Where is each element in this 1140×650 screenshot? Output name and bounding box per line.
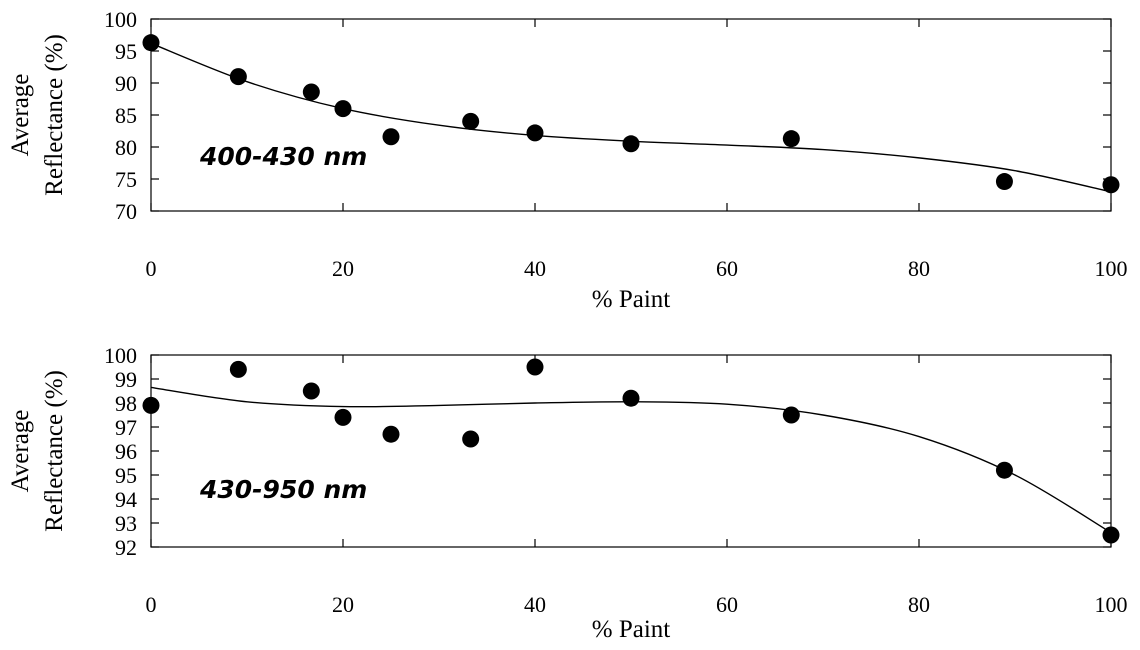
x-tick-label: 100 bbox=[1095, 592, 1128, 617]
data-point bbox=[782, 406, 800, 424]
y-tick-label: 95 bbox=[115, 39, 137, 64]
chart-panel-reflectance-400-430: 0 20 40 60 80 100 70 75 80 85 90 95 100 Average Reflec… bbox=[7, 7, 1128, 313]
y-tick-label: 85 bbox=[115, 103, 137, 128]
y-tick-label: 98 bbox=[115, 391, 137, 416]
x-tick-label: 80 bbox=[908, 256, 930, 281]
data-point bbox=[995, 173, 1013, 191]
x-tick-label: 100 bbox=[1095, 256, 1128, 281]
x-tick-label: 60 bbox=[716, 592, 738, 617]
data-point bbox=[622, 135, 640, 153]
data-point bbox=[995, 461, 1013, 479]
y-tick-label: 96 bbox=[115, 439, 137, 464]
data-point bbox=[302, 83, 320, 101]
plot-frame bbox=[150, 354, 1112, 548]
plot-frame bbox=[150, 18, 1112, 212]
y-tick-label: 75 bbox=[115, 167, 137, 192]
data-point bbox=[302, 382, 320, 400]
y-axis-label: Reflectance (%) bbox=[41, 34, 68, 196]
y-tick-label: 95 bbox=[115, 463, 137, 488]
y-tick-label: 92 bbox=[115, 535, 137, 560]
data-point bbox=[526, 124, 544, 142]
y-axis-label: Average bbox=[7, 410, 34, 493]
data-point bbox=[229, 360, 247, 378]
x-axis-label: % Paint bbox=[592, 286, 671, 313]
data-point bbox=[782, 130, 800, 148]
y-tick-label: 97 bbox=[115, 415, 137, 440]
x-axis-label: % Paint bbox=[592, 616, 671, 643]
x-tick-label: 20 bbox=[332, 256, 354, 281]
y-tick-label: 100 bbox=[104, 343, 137, 368]
data-point bbox=[142, 34, 160, 52]
data-point bbox=[1102, 526, 1120, 544]
wavelength-range-annotation: 400-430 nm bbox=[199, 142, 367, 171]
x-tick-label: 0 bbox=[146, 592, 157, 617]
data-point bbox=[622, 389, 640, 407]
wavelength-range-annotation: 430-950 nm bbox=[199, 475, 367, 504]
x-tick-label: 60 bbox=[716, 256, 738, 281]
x-tick-label: 40 bbox=[524, 256, 546, 281]
y-tick-label: 70 bbox=[115, 199, 137, 224]
data-point bbox=[334, 408, 352, 426]
y-axis-label: Reflectance (%) bbox=[41, 370, 68, 532]
data-point bbox=[526, 358, 544, 376]
y-axis-label: Average bbox=[7, 74, 34, 157]
data-point bbox=[1102, 176, 1120, 194]
data-point bbox=[382, 128, 400, 146]
data-point bbox=[382, 425, 400, 443]
y-tick-label: 94 bbox=[115, 487, 137, 512]
data-point bbox=[462, 430, 480, 448]
y-tick-label: 90 bbox=[115, 71, 137, 96]
x-tick-label: 80 bbox=[908, 592, 930, 617]
data-point bbox=[462, 112, 480, 130]
fit-curve bbox=[150, 386, 1112, 534]
y-tick-label: 99 bbox=[115, 367, 137, 392]
x-tick-label: 20 bbox=[332, 592, 354, 617]
y-tick-label: 93 bbox=[115, 511, 137, 536]
x-tick-label: 0 bbox=[146, 256, 157, 281]
y-tick-label: 80 bbox=[115, 135, 137, 160]
data-point bbox=[229, 68, 247, 86]
y-tick-label: 100 bbox=[104, 7, 137, 32]
data-point bbox=[334, 100, 352, 118]
data-point bbox=[142, 396, 160, 414]
x-tick-label: 40 bbox=[524, 592, 546, 617]
